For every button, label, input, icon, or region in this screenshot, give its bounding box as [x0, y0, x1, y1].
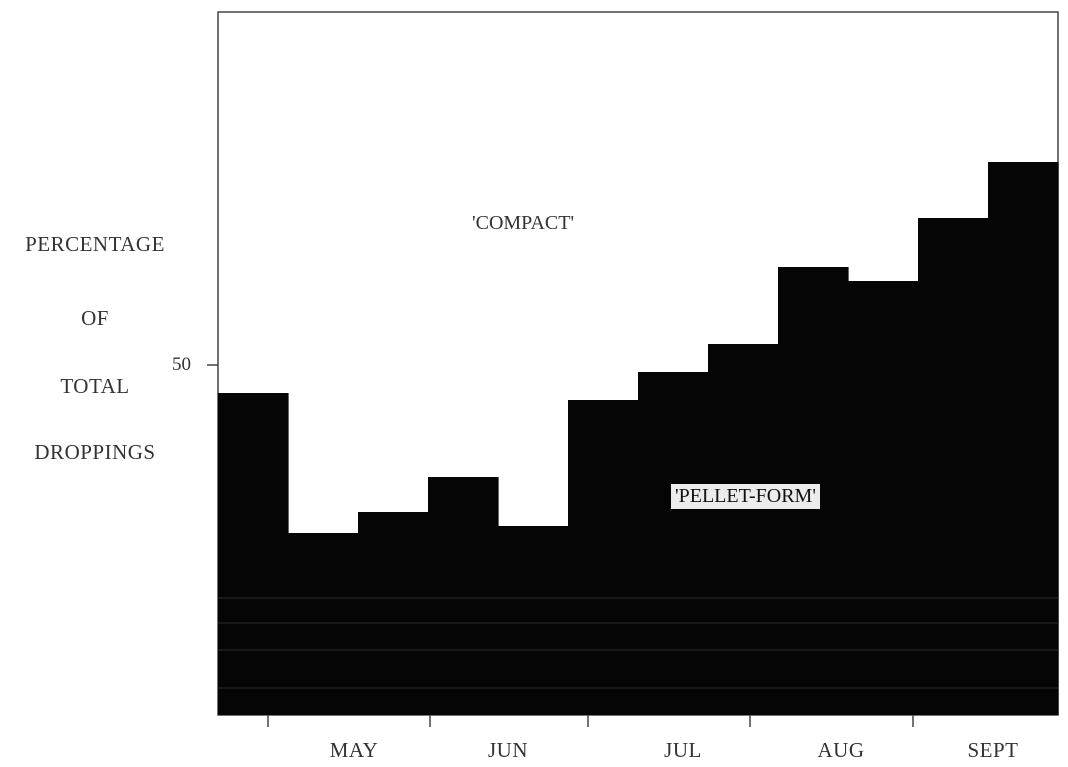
compact-annotation: 'COMPACT' [472, 212, 575, 234]
month-label-sept: SEPT [967, 738, 1019, 762]
bars-group [218, 162, 1059, 715]
x-ticks [267, 715, 914, 727]
y-axis-label-line-1: PERCENTAGE [25, 232, 165, 256]
bar-10 [848, 281, 919, 715]
bar-6 [568, 400, 639, 715]
month-label-may: MAY [329, 738, 379, 762]
month-label-jun: JUN [487, 738, 529, 762]
bar-12 [988, 162, 1059, 715]
month-label-jul: JUL [664, 738, 702, 762]
y-axis-label-line-2: OF [81, 306, 109, 330]
bar-11 [918, 218, 989, 715]
bar-2 [288, 533, 359, 715]
y-tick-label-50: 50 [172, 354, 191, 375]
y-axis-label-line-4: DROPPINGS [34, 440, 156, 464]
bar-7 [638, 372, 709, 715]
bar-8 [708, 344, 779, 715]
bar-3 [358, 512, 429, 715]
bar-1 [218, 393, 289, 715]
y-axis-label-line-3: TOTAL [60, 374, 130, 398]
month-label-aug: AUG [817, 738, 865, 762]
bar-4 [428, 477, 499, 715]
pellet-form-annotation: 'PELLET-FORM' [671, 484, 820, 509]
bar-5 [498, 526, 569, 715]
